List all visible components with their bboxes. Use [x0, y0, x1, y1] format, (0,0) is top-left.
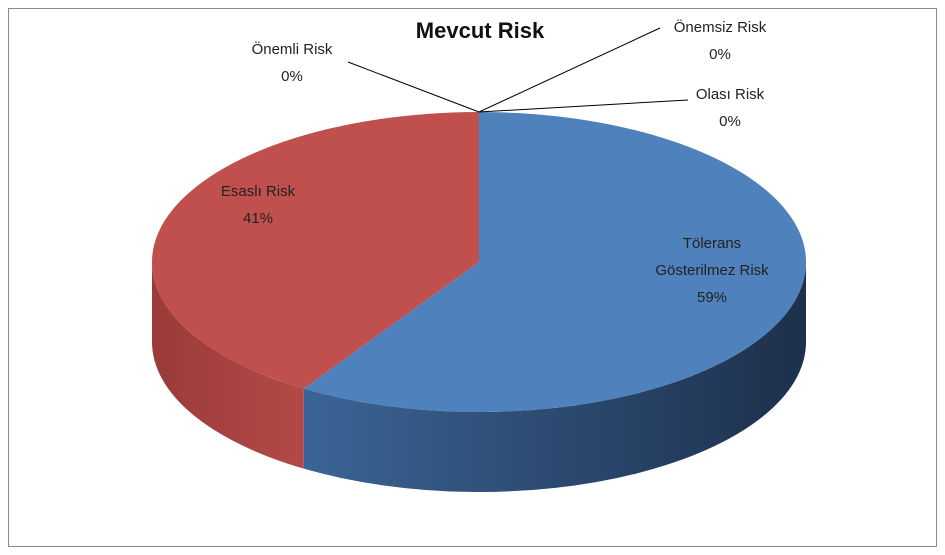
value-label: 0%	[709, 46, 731, 63]
chart-title: Mevcut Risk	[415, 18, 545, 43]
leader-line	[478, 27, 661, 113]
leader-line	[347, 61, 480, 113]
leader-line	[478, 99, 689, 113]
category-label: Tölerans Gösterilmez Risk	[655, 235, 769, 279]
value-label: 41%	[242, 210, 274, 227]
slice-side	[303, 262, 806, 493]
category-label: Önemsiz Risk	[673, 19, 767, 36]
pie-slice	[303, 112, 806, 412]
data-label: Tölerans Gösterilmez Risk 59%	[647, 230, 777, 311]
slice-side	[152, 262, 304, 469]
pie-slice	[151, 112, 480, 389]
value-label: 59%	[696, 289, 728, 306]
data-label: Olası Risk 0%	[696, 81, 764, 135]
category-label: Olası Risk	[695, 86, 765, 103]
value-label: 0%	[281, 68, 303, 85]
category-label: Önemli Risk	[251, 41, 333, 58]
data-label: Önemli Risk 0%	[252, 36, 333, 90]
data-label: Önemsiz Risk 0%	[674, 14, 767, 68]
category-label: Esaslı Risk	[220, 183, 296, 200]
data-label: Esaslı Risk 41%	[221, 178, 295, 232]
value-label: 0%	[719, 113, 741, 130]
